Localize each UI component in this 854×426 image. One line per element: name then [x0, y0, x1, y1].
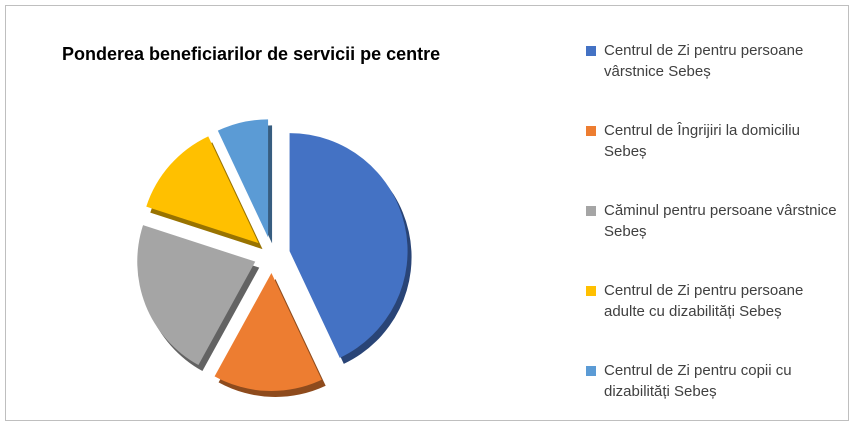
- legend-swatch: [586, 366, 596, 376]
- legend-item: Centrul de Zi pentru copii cu dizabilită…: [586, 360, 844, 402]
- slice: [217, 119, 269, 238]
- legend-swatch: [586, 126, 596, 136]
- legend-label: Centrul de Zi pentru copii cu dizabilită…: [604, 362, 792, 400]
- legend-swatch: [586, 46, 596, 56]
- chart-title: Ponderea beneficiarilor de servicii pe c…: [62, 44, 441, 64]
- legend-item: Centrul de Zi pentru persoane adulte cu …: [586, 280, 844, 322]
- legend-label: Centrul de Zi pentru persoane vârstnice …: [604, 42, 804, 80]
- legend-label: Centrul de Îngrijiri la domiciliu Sebeș: [604, 122, 800, 160]
- slice: [214, 272, 322, 391]
- legend-swatch: [586, 286, 596, 296]
- legend-label: Căminul pentru persoane vârstnice Sebeș: [604, 202, 837, 240]
- slice: [137, 225, 256, 366]
- legend-item: Căminul pentru persoane vârstnice Sebeș: [586, 200, 844, 242]
- chart-border: [5, 5, 849, 421]
- legend-swatch: [586, 206, 596, 216]
- legend-item: Centrul de Zi pentru persoane vârstnice …: [586, 40, 844, 82]
- slice: [289, 133, 408, 358]
- legend-label: Centrul de Zi pentru persoane adulte cu …: [604, 282, 804, 320]
- slice: [146, 136, 259, 244]
- legend-item: Centrul de Îngrijiri la domiciliu Sebeș: [586, 120, 844, 162]
